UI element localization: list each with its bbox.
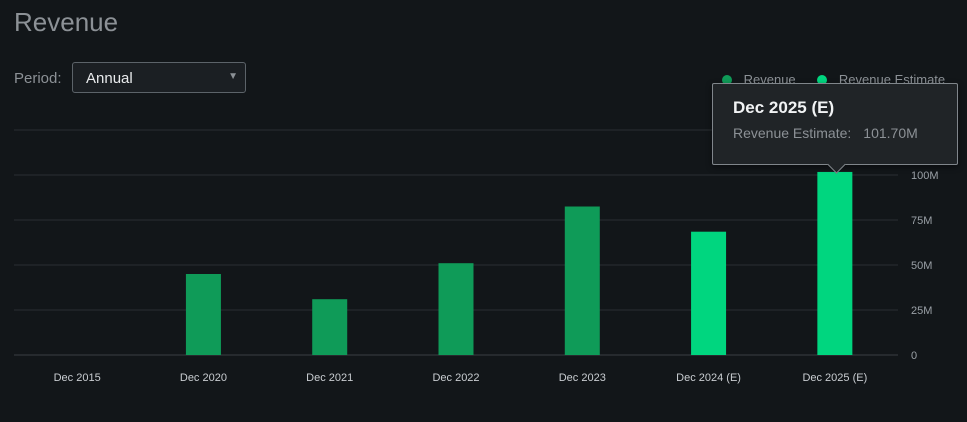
page-title: Revenue xyxy=(14,7,119,37)
x-tick-label: Dec 2024 (E) xyxy=(676,372,741,384)
period-label: Period: xyxy=(14,70,62,87)
legend-dot-revenue-estimate xyxy=(817,75,828,85)
x-tick-label: Dec 2023 xyxy=(559,372,606,384)
y-tick-label: 25M xyxy=(911,305,932,317)
tooltip-title: Dec 2025 (E) xyxy=(733,98,835,117)
y-tick-label: 100M xyxy=(911,170,939,182)
bar xyxy=(817,171,853,355)
y-tick-label: 50M xyxy=(911,260,932,272)
x-tick-label: Dec 2025 (E) xyxy=(802,372,867,384)
chevron-down-icon: ▼ xyxy=(228,71,238,82)
period-select-value: Annual xyxy=(86,70,133,87)
legend-dot-revenue xyxy=(722,75,732,85)
bar xyxy=(438,263,474,355)
x-tick-label: Dec 2020 xyxy=(180,372,227,384)
x-tick-label: Dec 2015 xyxy=(54,372,101,384)
chart-tooltip: Dec 2025 (E) Revenue Estimate: 101.70M xyxy=(712,83,958,174)
y-tick-label: 0 xyxy=(911,350,917,362)
tooltip-label: Revenue Estimate: xyxy=(733,125,852,141)
tooltip-value: 101.70M xyxy=(863,125,918,141)
tooltip-row: Revenue Estimate: 101.70M xyxy=(733,125,957,141)
bar xyxy=(185,274,221,355)
y-tick-label: 75M xyxy=(911,215,932,227)
bar xyxy=(691,231,727,355)
x-tick-label: Dec 2021 xyxy=(306,372,353,384)
x-tick-label: Dec 2022 xyxy=(432,372,479,384)
period-select[interactable]: Annual ▼ xyxy=(72,62,246,93)
bar xyxy=(564,206,600,355)
bar xyxy=(312,299,348,355)
